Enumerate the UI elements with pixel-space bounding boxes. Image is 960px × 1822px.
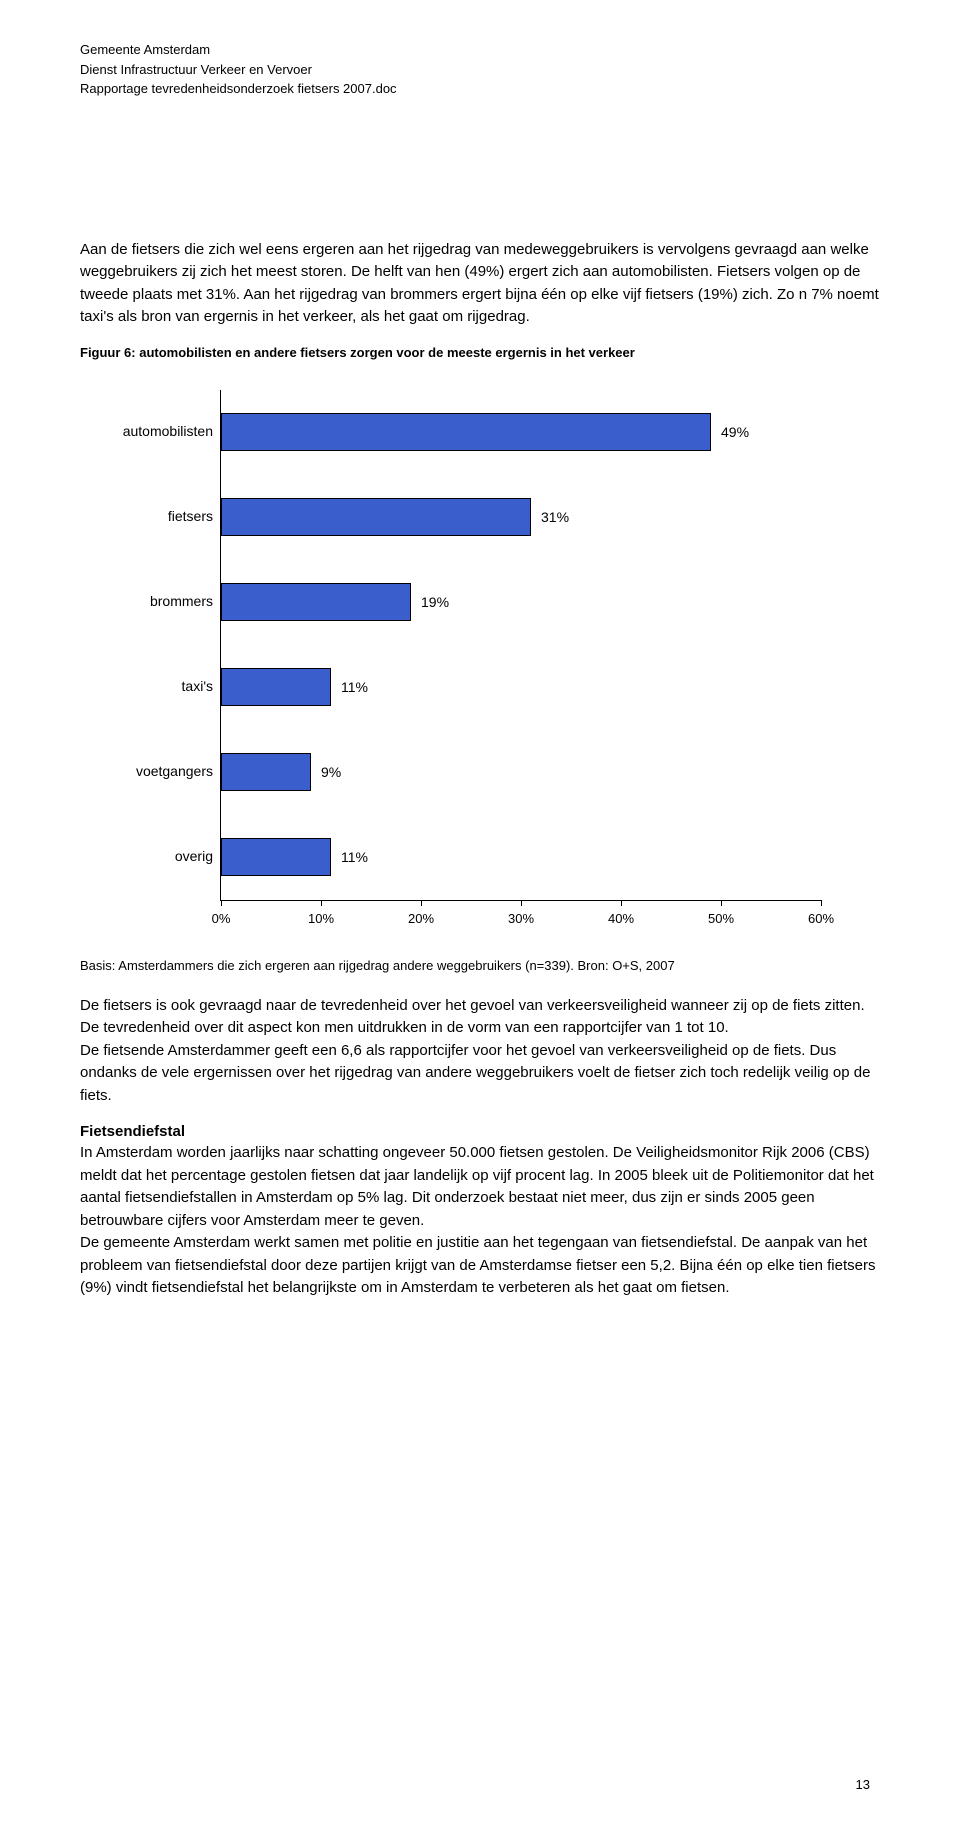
x-axis-tick [421, 900, 422, 906]
x-axis-tick [221, 900, 222, 906]
page-number: 13 [856, 1777, 870, 1792]
bar [221, 498, 531, 536]
header-line-1: Gemeente Amsterdam [80, 40, 880, 60]
bar [221, 668, 331, 706]
fietsendiefstal-paragraph-2: De gemeente Amsterdam werkt samen met po… [80, 1232, 880, 1300]
bar-category-label: brommers [150, 593, 213, 609]
bar-value-label: 9% [321, 753, 341, 791]
x-axis-tick [521, 900, 522, 906]
document-page: Gemeente Amsterdam Dienst Infrastructuur… [0, 0, 960, 1822]
x-axis-tick [321, 900, 322, 906]
intro-paragraph: Aan de fietsers die zich wel eens ergere… [80, 239, 880, 329]
x-axis-tick [621, 900, 622, 906]
x-axis-tick-label: 60% [808, 911, 834, 926]
bar [221, 753, 311, 791]
x-axis-tick-label: 20% [408, 911, 434, 926]
fietsendiefstal-paragraph-1: In Amsterdam worden jaarlijks naar schat… [80, 1142, 880, 1232]
header-line-2: Dienst Infrastructuur Verkeer en Vervoer [80, 60, 880, 80]
chart-source: Basis: Amsterdammers die zich ergeren aa… [80, 958, 880, 973]
x-axis-tick [821, 900, 822, 906]
x-axis-tick-label: 40% [608, 911, 634, 926]
x-axis-tick [721, 900, 722, 906]
bar-value-label: 19% [421, 583, 449, 621]
section-heading-fietsendiefstal: Fietsendiefstal [80, 1123, 880, 1140]
bar-category-label: voetgangers [136, 763, 213, 779]
figure-caption: Figuur 6: automobilisten en andere fiets… [80, 345, 880, 360]
bar-value-label: 49% [721, 413, 749, 451]
bar-value-label: 11% [341, 668, 368, 706]
bar [221, 583, 411, 621]
bar-value-label: 11% [341, 838, 368, 876]
page-header: Gemeente Amsterdam Dienst Infrastructuur… [80, 40, 880, 99]
bar-value-label: 31% [541, 498, 569, 536]
chart-plot-area: 0%10%20%30%40%50%60%automobilisten49%fie… [220, 390, 821, 901]
x-axis-tick-label: 30% [508, 911, 534, 926]
bar-category-label: automobilisten [123, 423, 213, 439]
bar-category-label: taxi's [182, 678, 213, 694]
bar [221, 413, 711, 451]
paragraph-after-chart-1: De fietsers is ook gevraagd naar de tevr… [80, 995, 880, 1040]
header-line-3: Rapportage tevredenheidsonderzoek fietse… [80, 79, 880, 99]
bar-chart: 0% 10% 20% 30% 40% 50% 60% automobilisten 49% fie… [80, 390, 840, 950]
bar-category-label: overig [175, 848, 213, 864]
x-axis-tick-label: 50% [708, 911, 734, 926]
x-axis-tick-label: 10% [308, 911, 334, 926]
x-axis-tick-label: 0% [212, 911, 231, 926]
bar-category-label: fietsers [168, 508, 213, 524]
bar [221, 838, 331, 876]
paragraph-after-chart-2: De fietsende Amsterdammer geeft een 6,6 … [80, 1040, 880, 1108]
